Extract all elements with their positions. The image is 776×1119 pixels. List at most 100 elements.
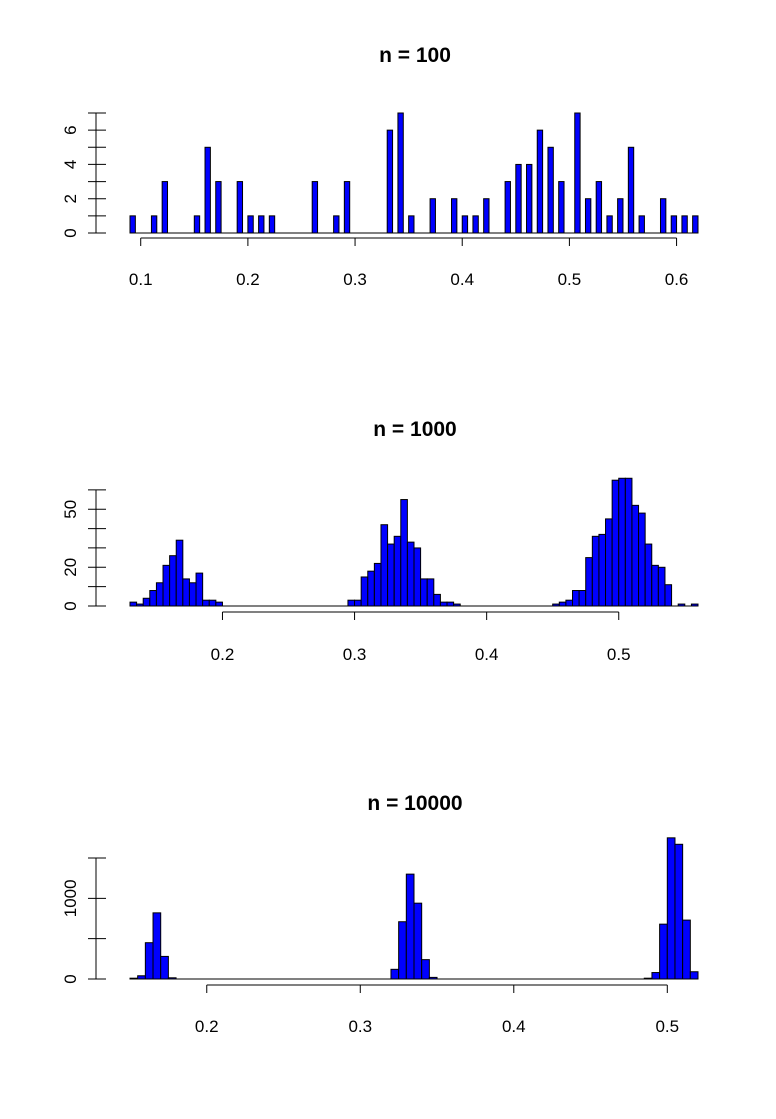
histogram-bar [161,181,169,234]
x-tick-label: 0.3 [343,270,367,289]
histogram-bar [526,163,533,234]
chart-title: n = 1000 [373,418,456,441]
y-tick-label: 6 [61,125,80,134]
histogram-bar [236,181,244,234]
y-tick-label: 0 [61,601,80,610]
histogram-bar [413,547,422,607]
histogram-bar [413,902,423,980]
histogram-bar [611,479,620,607]
histogram-bar [692,215,699,234]
x-tick-label: 0.2 [236,270,260,289]
histogram-bar [461,215,469,234]
x-tick-label: 0.5 [655,1017,679,1036]
histogram-bar [386,129,394,234]
histogram-bar [380,524,389,607]
histogram-bar [618,477,626,607]
x-tick-label: 0.3 [343,645,367,664]
histogram-bar [247,215,254,234]
histogram-bar [472,215,479,234]
histogram-bar [666,837,676,980]
histogram-bar [387,543,395,607]
y-tick-label: 2 [61,194,80,203]
histogram-bar [682,919,691,980]
histogram-bar [343,181,351,234]
histogram-bar [638,512,646,607]
histogram-bar [408,215,415,234]
histogram-bar [152,912,162,980]
x-tick-label: 0.4 [502,1017,526,1036]
histogram-bar [439,601,448,607]
histogram-bar [208,599,217,607]
histogram-bar [155,582,164,607]
histogram-bar [333,215,340,234]
x-tick-label: 0.2 [195,1017,219,1036]
histogram-bar [644,543,653,607]
histogram-bar [638,215,645,234]
y-tick-label: 1000 [61,879,80,917]
histogram-bar [347,599,356,607]
histogram-bar [681,215,688,234]
x-tick-label: 0.3 [348,1017,372,1036]
histogram-bar [429,198,436,234]
histogram-bar [258,215,265,234]
histogram-bar [651,564,659,607]
histogram-bar [195,572,204,607]
x-tick-label: 0.4 [475,645,499,664]
histogram-bar [606,215,613,234]
histogram-bar [160,955,169,980]
histogram-bar [664,584,673,607]
histogram-bar [397,112,404,234]
histogram-bar [150,215,158,234]
histogram-bar [657,566,666,607]
histogram-bar [202,599,210,607]
histogram-bar [215,601,223,607]
histogram-panel-3: n = 10000 0.2 0.3 0.4 0.5 0 1000 [61,792,699,1036]
histogram-bar [188,582,197,607]
histogram-bar [598,533,607,607]
histogram-bar [169,555,177,607]
histogram-bar [367,570,375,607]
histogram-bar [617,198,624,234]
histogram-bar [585,557,593,607]
histogram-bar [558,181,565,234]
y-tick-label: 20 [61,558,80,577]
histogram-bar [536,129,544,234]
x-tick-label: 0.5 [558,270,582,289]
histogram-bar [605,518,613,607]
histogram-bar [421,959,430,980]
histogram-bar [659,198,667,234]
histogram-bar [360,576,369,607]
histogram-bar [398,921,407,980]
histogram-bar [204,146,211,234]
histogram-bar [574,112,581,234]
x-tick-label: 0.1 [129,270,153,289]
x-tick-label: 0.5 [607,645,631,664]
histogram-bar [565,599,574,607]
histogram-bar [129,601,138,607]
histogram-bar [627,146,635,234]
histogram-bar [193,215,201,234]
histogram-bar [215,181,222,234]
histogram-bar [390,968,400,980]
histogram-bar [674,843,684,980]
histogram-bar [268,215,276,234]
histogram-bar [504,181,511,234]
histogram-bar [689,971,699,980]
histogram-bar [354,599,362,607]
histogram-bar [578,590,587,607]
histogram-bar [420,578,428,607]
histogram-bar [483,198,490,234]
histogram-bar [426,578,435,607]
y-tick-label: 50 [61,500,80,519]
histogram-bar [591,535,600,607]
histogram-bar [595,181,603,234]
histogram-bar [547,146,554,234]
y-tick-label: 4 [61,160,80,169]
histogram-bar [406,541,415,607]
histogram-bar [400,499,408,607]
histogram-bar [670,215,678,234]
histogram-bar [572,590,580,607]
histogram-bar [405,873,415,980]
histogram-bar [433,593,441,607]
histogram-bar [558,601,567,607]
